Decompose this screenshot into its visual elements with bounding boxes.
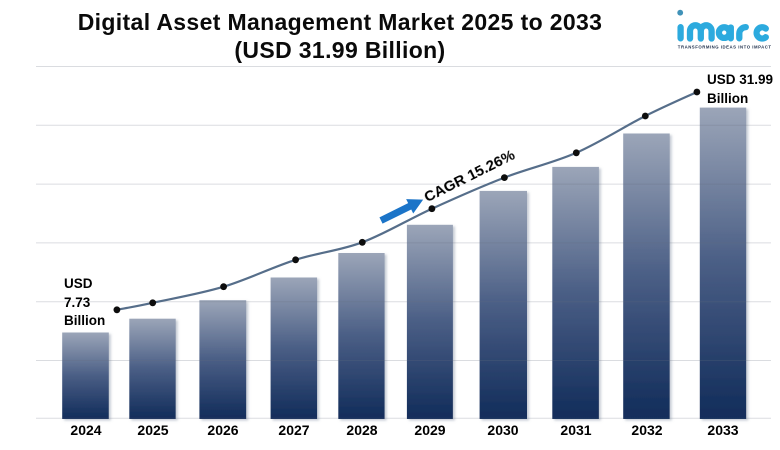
svg-text:TRANSFORMING IDEAS INTO IMPACT: TRANSFORMING IDEAS INTO IMPACT <box>678 44 772 49</box>
